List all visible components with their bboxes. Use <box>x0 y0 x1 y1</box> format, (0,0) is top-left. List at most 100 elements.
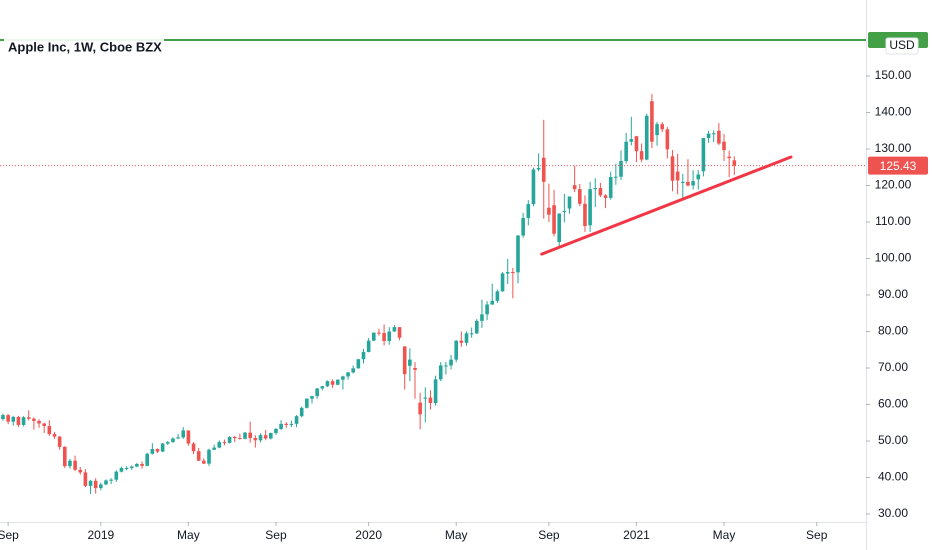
candle-body <box>217 442 222 448</box>
candle-body <box>505 272 510 274</box>
candle-body <box>279 423 283 429</box>
candle-body <box>521 217 525 236</box>
candle-body <box>444 365 448 367</box>
candle-body <box>516 235 520 273</box>
candle-body <box>562 211 567 213</box>
candle-body <box>335 379 340 385</box>
candle-body <box>603 195 608 198</box>
candle-body <box>650 101 654 142</box>
candle-body <box>480 314 484 321</box>
candle-body <box>475 320 479 334</box>
candle-body <box>274 428 278 433</box>
candle-body <box>629 139 634 142</box>
candle-body <box>717 130 721 144</box>
currency-badge: USD <box>889 38 915 52</box>
candle-body <box>202 460 206 464</box>
candle-body <box>212 447 216 450</box>
candle-body <box>696 174 701 180</box>
candle-body <box>588 189 592 226</box>
candle-body <box>634 136 639 152</box>
y-tick-label: 120.00 <box>875 178 912 192</box>
candle-body <box>243 432 247 439</box>
candle-body <box>238 438 242 440</box>
candle-body <box>536 167 541 170</box>
candle-body <box>593 188 598 190</box>
candle-body <box>16 416 21 425</box>
candle-body <box>614 176 618 178</box>
candle-body <box>392 327 397 332</box>
candle-body <box>284 423 289 425</box>
y-tick-label: 110.00 <box>875 214 911 228</box>
candle-body <box>47 426 52 435</box>
candle-body <box>165 442 170 444</box>
candle-body <box>346 372 350 377</box>
candle-body <box>598 188 603 196</box>
candle-body <box>428 397 433 404</box>
candle-body <box>37 420 41 424</box>
candle-body <box>1 415 5 420</box>
candle-body <box>490 300 495 305</box>
candle-body <box>531 169 536 205</box>
candle-body <box>382 332 386 341</box>
candle-body <box>52 434 57 437</box>
candle-body <box>681 181 685 183</box>
candle-body <box>160 443 165 452</box>
candle-body <box>366 340 371 352</box>
y-tick-label: 130.00 <box>875 141 912 155</box>
candle-body <box>454 340 459 360</box>
candle-body <box>330 381 335 385</box>
candle-body <box>402 346 407 375</box>
candle-body <box>119 468 124 472</box>
candle-body <box>727 156 731 159</box>
candle-body <box>145 453 149 466</box>
x-tick-label: 2019 <box>87 528 114 542</box>
candle-body <box>495 291 500 301</box>
candle-body <box>670 156 675 181</box>
candle-body <box>655 124 659 136</box>
candle-body <box>541 157 546 182</box>
candle-body <box>608 177 613 198</box>
candle-body <box>644 115 649 160</box>
x-tick-label: Sep <box>538 528 560 542</box>
candle-body <box>196 451 201 461</box>
x-tick-label: 2021 <box>623 528 650 542</box>
candle-body <box>171 438 175 443</box>
candle-body <box>397 327 402 338</box>
y-tick-label: 150.00 <box>875 68 912 82</box>
candle-body <box>191 443 196 452</box>
currency-badge-bg <box>885 37 919 55</box>
candle-body <box>129 466 134 469</box>
x-tick-label: 2020 <box>355 528 382 542</box>
candle-body <box>176 437 180 439</box>
candle-body <box>57 436 62 447</box>
candle-body <box>109 479 113 481</box>
candle-body <box>660 124 665 130</box>
candle-body <box>320 386 325 389</box>
candle-body <box>135 464 139 467</box>
candle-body <box>371 332 376 341</box>
candle-body <box>711 133 716 135</box>
candle-body <box>294 416 299 424</box>
candle-body <box>732 160 737 166</box>
candle-body <box>258 435 263 441</box>
candle-body <box>387 331 392 341</box>
candle-body <box>299 407 304 417</box>
candle-body <box>408 359 412 366</box>
candle-body <box>124 468 129 470</box>
candle-body <box>619 161 623 177</box>
last-price-label: 125.43 <box>880 159 917 173</box>
x-tick-label: May <box>177 528 200 542</box>
candle-body <box>691 181 695 186</box>
y-tick-label: 140.00 <box>875 105 912 119</box>
candle-body <box>315 388 319 397</box>
candle-body <box>232 436 237 439</box>
candle-body <box>500 273 505 292</box>
candle-body <box>511 272 515 274</box>
title-bg <box>4 38 164 56</box>
candle-body <box>140 464 144 466</box>
candle-body <box>547 207 551 215</box>
y-tick-label: 70.00 <box>878 360 908 374</box>
candle-body <box>325 381 330 387</box>
candle-body <box>351 368 355 373</box>
